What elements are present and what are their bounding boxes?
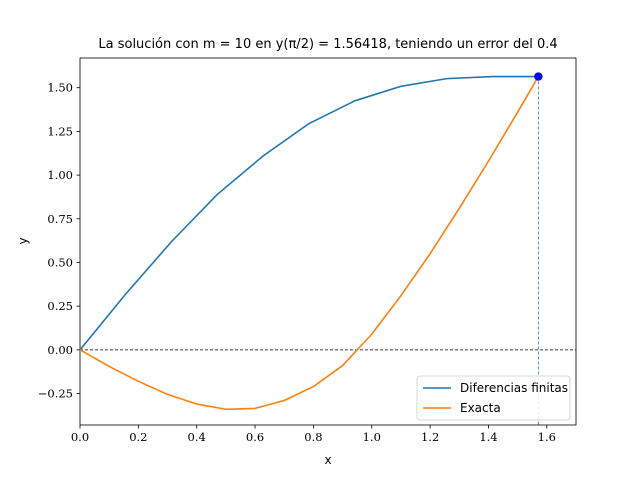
y-tick-label: 1.00	[47, 168, 73, 182]
y-tick-label: 0.00	[47, 343, 73, 357]
x-tick-label: 1.6	[538, 430, 556, 444]
x-tick-label: 0.2	[129, 430, 147, 444]
series-line-diferencias-finitas	[79, 75, 539, 351]
x-tick-label: 0.4	[188, 430, 206, 444]
x-tick-label: 0.6	[246, 430, 264, 444]
x-axis-ticks: 0.0 0.2 0.4 0.6 0.8 1.0 1.2 1.4 1.6	[71, 425, 556, 444]
x-tick-label: 1.2	[421, 430, 439, 444]
axes-border	[79, 57, 577, 426]
legend-box	[416, 375, 571, 421]
legend-label: Diferencias finitas	[460, 381, 568, 395]
series-line-exacta	[79, 76, 540, 411]
y-axis-ticks: −0.25 0.00 0.25 0.50 0.75 1.00 1.25 1.50	[38, 81, 80, 401]
chart-title: La solución con m = 10 en y(π/2) = 1.564…	[98, 37, 557, 52]
plot-area	[79, 72, 576, 425]
y-axis-label: y	[16, 237, 30, 244]
y-tick-label: −0.25	[38, 387, 73, 401]
axes-frame	[79, 57, 577, 426]
y-tick-label: 0.25	[47, 299, 73, 313]
x-tick-label: 1.0	[363, 430, 381, 444]
y-tick-label: 0.50	[47, 255, 73, 269]
y-tick-label: 0.75	[47, 212, 73, 226]
boundary-value-point	[534, 72, 543, 81]
x-axis-label: x	[324, 453, 331, 467]
legend-label: Exacta	[460, 401, 501, 415]
x-tick-label: 0.8	[304, 430, 322, 444]
x-tick-label: 0.0	[71, 430, 89, 444]
y-tick-label: 1.50	[47, 81, 73, 95]
y-tick-label: 1.25	[47, 124, 73, 138]
x-tick-label: 1.4	[479, 430, 497, 444]
legend: Diferencias finitas Exacta	[416, 375, 571, 421]
